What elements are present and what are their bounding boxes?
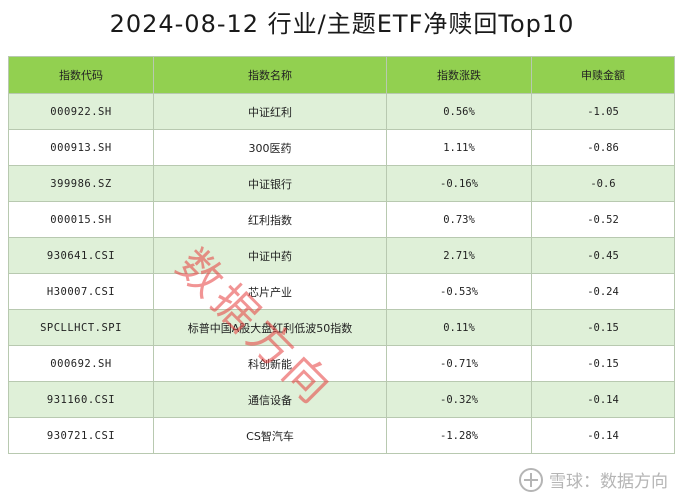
index-name-cell: 中证红利 bbox=[153, 93, 387, 130]
flow-amount-cell: -0.86 bbox=[531, 129, 675, 166]
table-row: SPCLLHCT.SPI 标普中国A股大盘红利低波50指数 0.11% -0.15 bbox=[8, 309, 675, 346]
footer-text: 雪球：数据方向 bbox=[549, 472, 668, 492]
table-row: H30007.CSI 芯片产业 -0.53% -0.24 bbox=[8, 273, 675, 310]
etf-redemption-table: 指数代码 指数名称 指数涨跌 申赎金额 000922.SH 中证红利 0.56% -1… bbox=[8, 56, 675, 454]
table-header-row: 指数代码 指数名称 指数涨跌 申赎金额 bbox=[8, 56, 675, 94]
index-name-cell: 科创新能 bbox=[153, 345, 387, 382]
index-name-cell: 中证银行 bbox=[153, 165, 387, 202]
column-header-index-name: 指数名称 bbox=[153, 56, 387, 94]
index-code-cell: 000913.SH bbox=[8, 129, 154, 166]
index-code-cell: SPCLLHCT.SPI bbox=[8, 309, 154, 346]
index-code-cell: 000015.SH bbox=[8, 201, 154, 238]
index-change-cell: 0.56% bbox=[386, 93, 532, 130]
index-code-cell: 000692.SH bbox=[8, 345, 154, 382]
snowball-icon bbox=[519, 467, 543, 492]
table-row: 930721.CSI CS智汽车 -1.28% -0.14 bbox=[8, 417, 675, 454]
index-code-cell: 000922.SH bbox=[8, 93, 154, 130]
index-change-cell: 0.73% bbox=[386, 201, 532, 238]
flow-amount-cell: -0.6 bbox=[531, 165, 675, 202]
table-row: 930641.CSI 中证中药 2.71% -0.45 bbox=[8, 237, 675, 274]
table-row: 931160.CSI 通信设备 -0.32% -0.14 bbox=[8, 381, 675, 418]
index-name-cell: 通信设备 bbox=[153, 381, 387, 418]
index-name-cell: 标普中国A股大盘红利低波50指数 bbox=[153, 309, 387, 346]
index-change-cell: -1.28% bbox=[386, 417, 532, 454]
flow-amount-cell: -0.52 bbox=[531, 201, 675, 238]
table-row: 000913.SH 300医药 1.11% -0.86 bbox=[8, 129, 675, 166]
index-code-cell: H30007.CSI bbox=[8, 273, 154, 310]
index-code-cell: 930721.CSI bbox=[8, 417, 154, 454]
index-name-cell: 中证中药 bbox=[153, 237, 387, 274]
index-name-cell: 芯片产业 bbox=[153, 273, 387, 310]
column-header-index-code: 指数代码 bbox=[8, 56, 154, 94]
table-row: 000015.SH 红利指数 0.73% -0.52 bbox=[8, 201, 675, 238]
index-name-cell: 300医药 bbox=[153, 129, 387, 166]
flow-amount-cell: -0.45 bbox=[531, 237, 675, 274]
flow-amount-cell: -0.14 bbox=[531, 381, 675, 418]
index-name-cell: CS智汽车 bbox=[153, 417, 387, 454]
index-change-cell: 1.11% bbox=[386, 129, 532, 166]
flow-amount-cell: -0.15 bbox=[531, 345, 675, 382]
flow-amount-cell: -1.05 bbox=[531, 93, 675, 130]
index-name-cell: 红利指数 bbox=[153, 201, 387, 238]
index-change-cell: -0.53% bbox=[386, 273, 532, 310]
index-change-cell: 0.11% bbox=[386, 309, 532, 346]
flow-amount-cell: -0.15 bbox=[531, 309, 675, 346]
index-change-cell: -0.71% bbox=[386, 345, 532, 382]
index-change-cell: -0.16% bbox=[386, 165, 532, 202]
page-title: 2024-08-12 行业/主题ETF净赎回Top10 bbox=[109, 10, 575, 38]
column-header-index-change: 指数涨跌 bbox=[386, 56, 532, 94]
index-change-cell: -0.32% bbox=[386, 381, 532, 418]
index-code-cell: 399986.SZ bbox=[8, 165, 154, 202]
flow-amount-cell: -0.14 bbox=[531, 417, 675, 454]
index-code-cell: 931160.CSI bbox=[8, 381, 154, 418]
footer-credit: 雪球：数据方向 bbox=[519, 467, 668, 492]
flow-amount-cell: -0.24 bbox=[531, 273, 675, 310]
index-code-cell: 930641.CSI bbox=[8, 237, 154, 274]
index-change-cell: 2.71% bbox=[386, 237, 532, 274]
column-header-flow-amount: 申赎金额 bbox=[531, 56, 675, 94]
table-row: 000922.SH 中证红利 0.56% -1.05 bbox=[8, 93, 675, 130]
table-row: 000692.SH 科创新能 -0.71% -0.15 bbox=[8, 345, 675, 382]
table-row: 399986.SZ 中证银行 -0.16% -0.6 bbox=[8, 165, 675, 202]
